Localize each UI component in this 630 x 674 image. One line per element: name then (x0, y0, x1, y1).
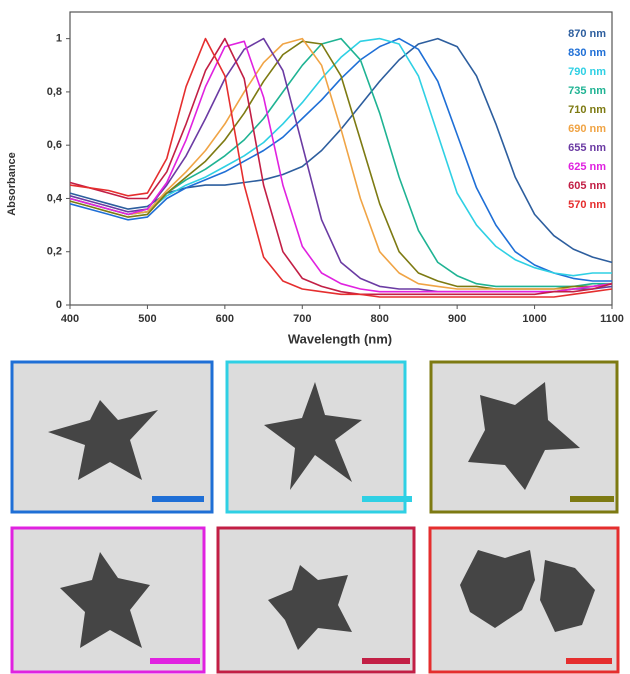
legend-label: 690 nm (568, 123, 606, 135)
legend-label: 625 nm (568, 161, 606, 173)
scale-bar (362, 658, 410, 664)
legend-label: 605 nm (568, 180, 606, 192)
plot: 0 0,2 0,4 0,6 0,8 1 400 500 600 700 800 900 1000 1100… (47, 12, 624, 325)
y-tick-label: 1 (56, 33, 62, 45)
x-axis-title: Wavelength (nm) (288, 331, 392, 346)
x-tick-label: 1100 (600, 313, 624, 325)
legend-label: 655 nm (568, 142, 606, 154)
y-tick-label: 0,6 (47, 139, 62, 151)
scale-bar (570, 496, 614, 502)
x-tick-label: 700 (293, 313, 311, 325)
x-tick-label: 400 (61, 313, 79, 325)
figure: Absorbance Wavelength (nm) 0 0,2 0,4 0,6 0,8… (0, 0, 630, 674)
y-axis-title: Absorbance (6, 152, 18, 216)
legend-label: 570 nm (568, 199, 606, 211)
y-tick-label: 0,2 (47, 246, 62, 258)
x-tick-label: 500 (138, 313, 156, 325)
scale-bar (566, 658, 612, 664)
scale-bar (150, 658, 200, 664)
legend-label: 870 nm (568, 28, 606, 40)
legend-label: 735 nm (568, 85, 606, 97)
legend-label: 790 nm (568, 66, 606, 78)
spectrum-line (70, 41, 612, 289)
y-tick-label: 0,4 (47, 192, 63, 204)
y-tick-label: 0,8 (47, 86, 62, 98)
scale-bar (362, 496, 412, 502)
x-tick-label: 900 (448, 313, 466, 325)
legend-label: 830 nm (568, 47, 606, 59)
x-tick-label: 1000 (522, 313, 546, 325)
spectrum-line (70, 39, 612, 263)
x-tick-label: 600 (216, 313, 234, 325)
tem-images (12, 362, 618, 672)
scale-bar (152, 496, 204, 502)
x-tick-label: 800 (371, 313, 389, 325)
y-tick-label: 0 (56, 299, 62, 311)
spectrum-line (70, 39, 612, 276)
legend-label: 710 nm (568, 104, 606, 116)
